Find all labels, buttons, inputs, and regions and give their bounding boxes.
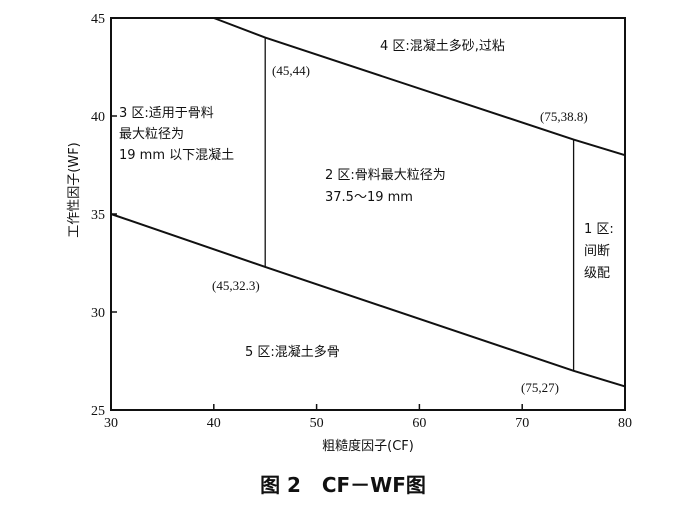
y-tick-label: 45: [91, 12, 105, 27]
region-2-label-line2: 37.5～19 mm: [325, 190, 413, 205]
y-tick-label: 35: [91, 208, 105, 223]
point-label-45-44: (45,44): [272, 63, 310, 78]
y-tick-label: 40: [91, 110, 105, 125]
x-tick-label: 40: [207, 416, 221, 431]
x-tick-label: 60: [412, 416, 426, 431]
x-tick-label: 80: [618, 416, 632, 431]
region-3-label-line1: 3 区:适用于骨料: [119, 106, 214, 121]
region-3-label-line2: 最大粒径为: [119, 127, 184, 142]
x-tick-label: 70: [515, 416, 529, 431]
region-2-label-line1: 2 区:骨料最大粒径为: [325, 168, 446, 183]
region-1-label-line3: 级配: [584, 266, 610, 281]
x-tick-label: 50: [310, 416, 324, 431]
region-1-label-line2: 间断: [584, 244, 610, 259]
x-tick-label: 30: [104, 416, 118, 431]
x-axis-title: 粗糙度因子(CF): [322, 438, 414, 454]
region-3-label-line3: 19 mm 以下混凝土: [119, 147, 234, 163]
plot-frame: [110, 17, 626, 411]
point-label-45-32-3: (45,32.3): [212, 278, 260, 293]
series-layer: [110, 17, 626, 388]
region-4-label: 4 区:混凝土多砂,过粘: [380, 38, 505, 54]
region-1-label-line1: 1 区:: [584, 222, 614, 237]
y-axis-title: 工作性因子(WF): [67, 142, 82, 237]
boundary-line-1: [110, 213, 626, 388]
figure-caption: 图 2 CF－WF图: [260, 473, 426, 497]
y-tick-label: 25: [91, 404, 105, 419]
point-label-75-38-8: (75,38.8): [540, 109, 588, 124]
boundary-line-2: [213, 17, 626, 157]
y-tick-label: 30: [91, 306, 105, 321]
point-label-75-27: (75,27): [521, 380, 559, 395]
region-5-label: 5 区:混凝土多骨: [245, 344, 340, 360]
